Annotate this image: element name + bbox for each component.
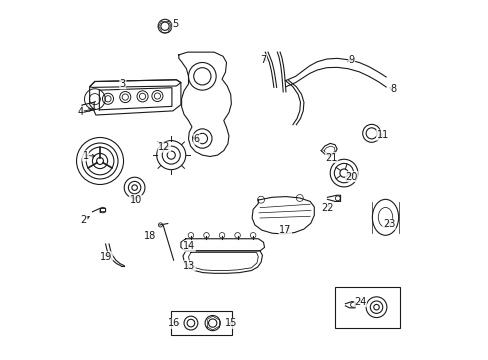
Text: 24: 24	[353, 297, 366, 307]
Text: 6: 6	[193, 134, 200, 144]
Text: 13: 13	[183, 261, 195, 271]
Text: 20: 20	[345, 172, 357, 181]
Text: 16: 16	[167, 319, 180, 328]
Text: 4: 4	[77, 107, 83, 117]
Bar	[171, 311, 231, 335]
Text: 5: 5	[172, 19, 178, 29]
Text: 7: 7	[260, 55, 266, 65]
Text: 11: 11	[376, 130, 388, 140]
Text: 8: 8	[389, 85, 395, 94]
Bar	[334, 287, 399, 328]
Text: 22: 22	[321, 203, 333, 213]
Text: 14: 14	[183, 241, 195, 251]
Text: 12: 12	[158, 142, 170, 152]
Text: 15: 15	[224, 319, 237, 328]
Text: 19: 19	[100, 252, 112, 262]
Text: 2: 2	[81, 215, 87, 225]
Text: 21: 21	[325, 153, 337, 162]
Text: 1: 1	[82, 151, 88, 161]
Text: 10: 10	[129, 195, 142, 205]
Text: 18: 18	[144, 231, 156, 241]
Text: 9: 9	[348, 55, 354, 65]
Text: 17: 17	[279, 225, 291, 235]
Text: 3: 3	[120, 79, 125, 89]
Text: 23: 23	[382, 219, 394, 229]
